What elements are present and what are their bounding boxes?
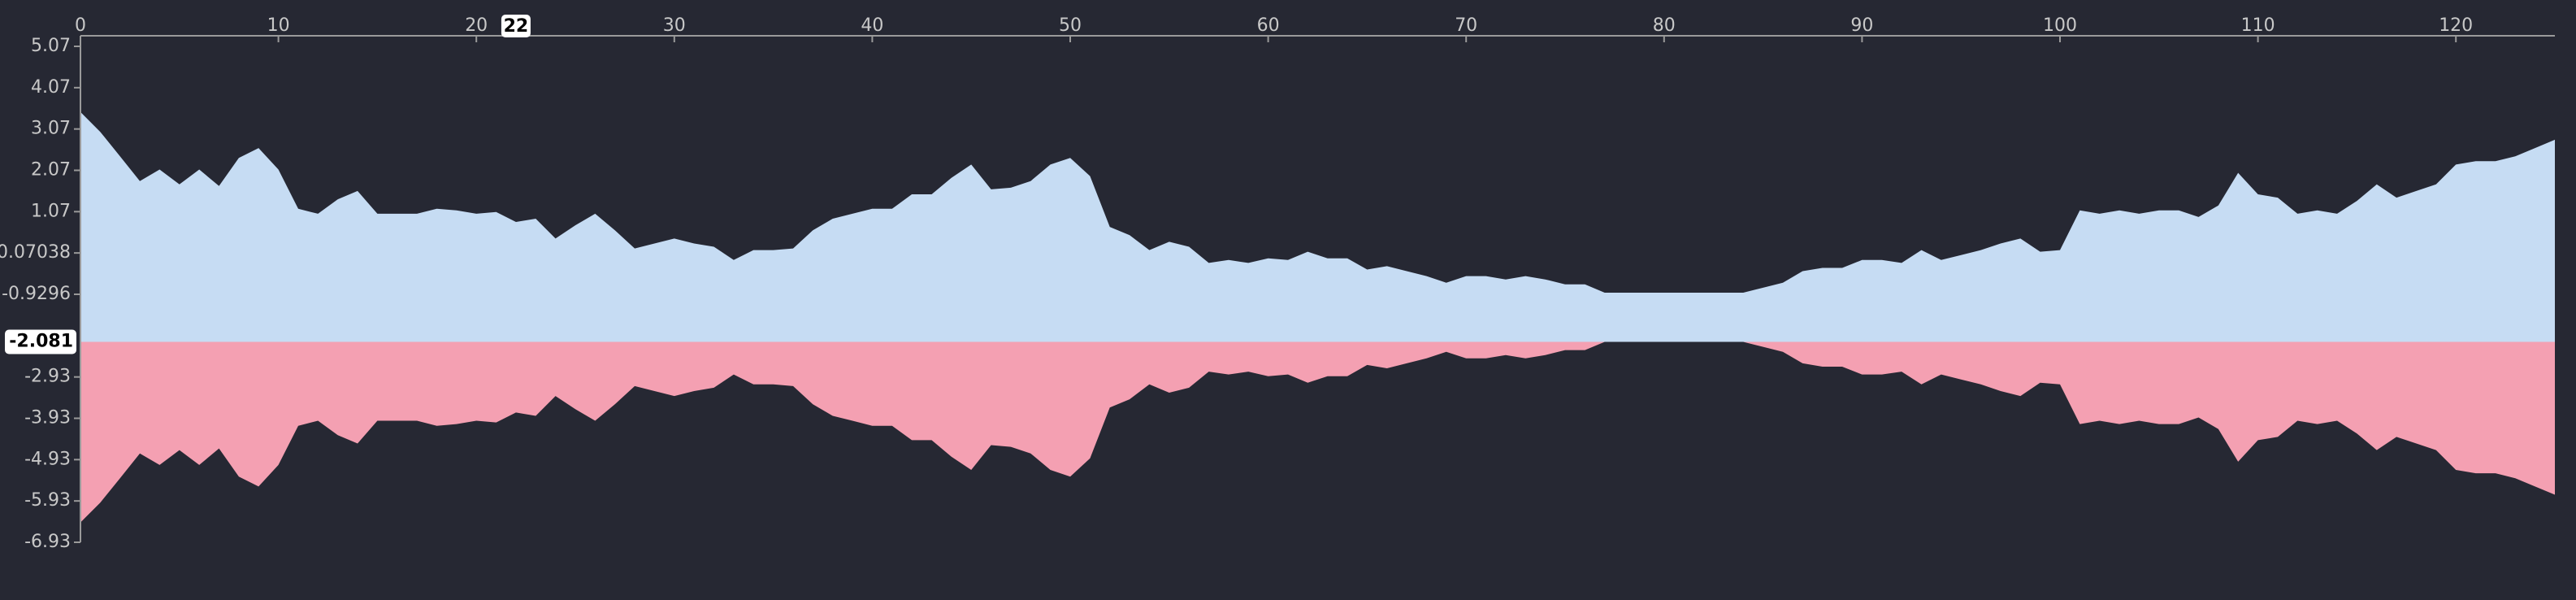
- y-tick-label: 0.07038: [0, 242, 71, 263]
- x-tick-label: 0: [75, 15, 86, 36]
- y-tick-label: -5.93: [24, 490, 71, 511]
- y-tick-label: 2.07: [31, 160, 71, 180]
- crosshair-x-label: 22: [504, 16, 529, 37]
- area: [80, 111, 2555, 342]
- x-tick-label: 120: [2439, 15, 2473, 36]
- crosshair-x-tag: [501, 15, 531, 37]
- y-tick-label: -4.93: [24, 449, 71, 469]
- y-tick-label: -3.93: [24, 408, 71, 428]
- y-tick-label: 1.07: [31, 201, 71, 221]
- x-tick-label: 60: [1257, 15, 1280, 36]
- x-tick-label: 110: [2241, 15, 2275, 36]
- x-tick-label: 50: [1059, 15, 1082, 36]
- crosshair-y-label: -2.081: [9, 332, 73, 352]
- y-tick-label: 5.07: [31, 36, 71, 56]
- x-tick-label: 30: [663, 15, 686, 36]
- x-tick-label: 80: [1653, 15, 1676, 36]
- x-tick-label: 100: [2043, 15, 2077, 36]
- x-tick-label: 10: [267, 15, 290, 36]
- y-tick-label: -0.9296: [2, 284, 71, 304]
- y-tick-label: 3.07: [31, 119, 71, 139]
- x-tick-label: 90: [1850, 15, 1873, 36]
- area: [80, 341, 2555, 523]
- x-tick-label: 40: [861, 15, 883, 36]
- y-tick-label: 4.07: [31, 77, 71, 98]
- y-tick-label: -6.93: [24, 532, 71, 552]
- crosshair-y-tag: [5, 329, 76, 354]
- x-tick-label: 20: [465, 15, 488, 36]
- x-tick-label: 70: [1455, 15, 1477, 36]
- y-tick-label: -2.93: [24, 367, 71, 387]
